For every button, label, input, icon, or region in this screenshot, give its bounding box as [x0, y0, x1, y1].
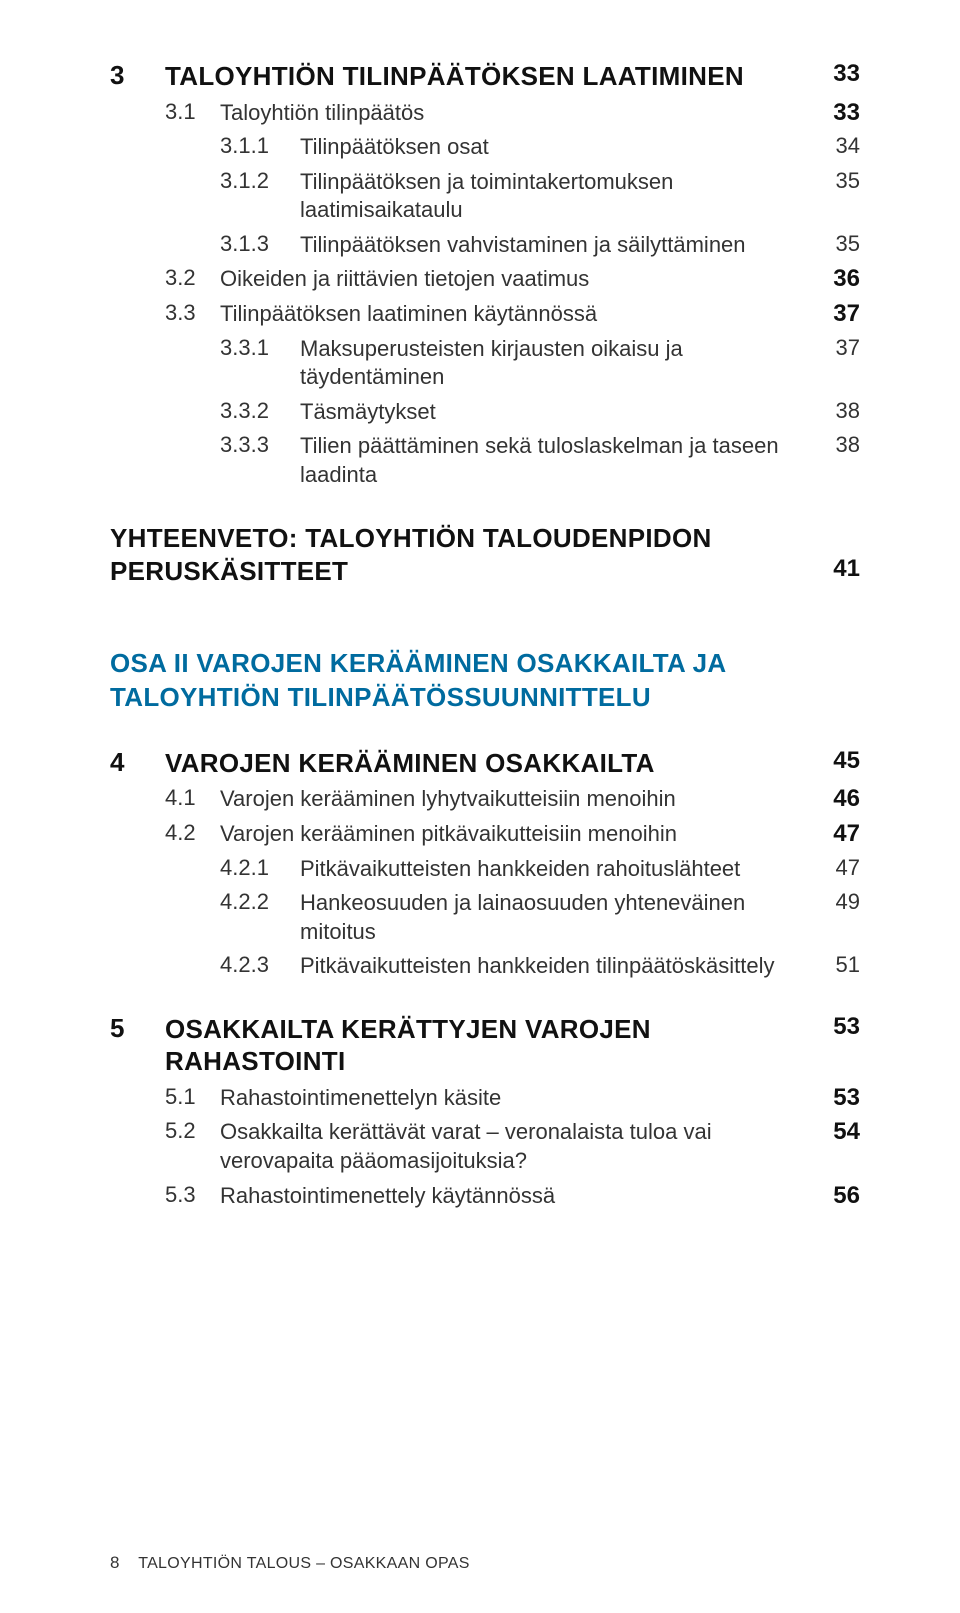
toc-sub-3-1-2: 3.1.2 Tilinpäätöksen ja toimintakertomuk…: [110, 168, 860, 225]
page-number: 45: [820, 747, 860, 775]
subsection-title: Tilinpäätöksen vahvistaminen ja säilyttä…: [300, 231, 746, 260]
chapter-title: VAROJEN KERÄÄMINEN OSAKKAILTA: [165, 747, 655, 780]
subsection-title: Pitkävaikutteisten hankkeiden tilinpäätö…: [300, 952, 775, 981]
toc-part-2-line2: TALOYHTIÖN TILINPÄÄTÖSSUUNNITTELU: [110, 681, 860, 715]
section-title: Varojen kerääminen pitkävaikutteisiin me…: [220, 820, 677, 849]
footer-page-number: 8: [110, 1553, 119, 1572]
toc-summary-line2: PERUSKÄSITTEET 41: [110, 555, 860, 589]
toc-sub-3-3-1: 3.3.1 Maksuperusteisten kirjausten oikai…: [110, 335, 860, 392]
part-title-line1: OSA II VAROJEN KERÄÄMINEN OSAKKAILTA JA: [110, 647, 726, 681]
chapter-number: 4: [110, 747, 165, 778]
toc-section-5-1: 5.1 Rahastointimenettelyn käsite 53: [110, 1084, 860, 1113]
subsection-title: Maksuperusteisten kirjausten oikaisu ja …: [300, 335, 800, 392]
subsection-number: 3.3.1: [220, 335, 300, 361]
toc-part-2: OSA II VAROJEN KERÄÄMINEN OSAKKAILTA JA: [110, 647, 860, 681]
section-title: Taloyhtiön tilinpäätös: [220, 99, 424, 128]
subsection-number: 3.1.2: [220, 168, 300, 194]
subsection-title: Hankeosuuden ja lainaosuuden yhteneväine…: [300, 889, 800, 946]
subsection-number: 4.2.1: [220, 855, 300, 881]
page-number: 46: [820, 785, 860, 813]
section-title: Tilinpäätöksen laatiminen käytännössä: [220, 300, 597, 329]
page-number: 56: [820, 1182, 860, 1210]
section-title: Rahastointimenettely käytännössä: [220, 1182, 555, 1211]
page-number: 35: [820, 231, 860, 257]
toc-summary: YHTEENVETO: TALOYHTIÖN TALOUDENPIDON: [110, 522, 860, 556]
page-number: 51: [820, 952, 860, 978]
page-number: 53: [820, 1084, 860, 1112]
section-title: Varojen kerääminen lyhytvaikutteisiin me…: [220, 785, 676, 814]
page-number: 37: [820, 335, 860, 361]
section-title: Rahastointimenettelyn käsite: [220, 1084, 501, 1113]
subsection-title: Pitkävaikutteisten hankkeiden rahoituslä…: [300, 855, 740, 884]
subsection-number: 3.3.2: [220, 398, 300, 424]
page-number: 38: [820, 432, 860, 458]
toc-sub-4-2-1: 4.2.1 Pitkävaikutteisten hankkeiden raho…: [110, 855, 860, 884]
subsection-number: 4.2.3: [220, 952, 300, 978]
page-number: 47: [820, 820, 860, 848]
subsection-number: 3.1.3: [220, 231, 300, 257]
page: 3 TALOYHTIÖN TILINPÄÄTÖKSEN LAATIMINEN 3…: [0, 0, 960, 1613]
page-number: 34: [820, 133, 860, 159]
chapter-number: 5: [110, 1013, 165, 1044]
toc-chapter-3: 3 TALOYHTIÖN TILINPÄÄTÖKSEN LAATIMINEN 3…: [110, 60, 860, 93]
toc-section-5-3: 5.3 Rahastointimenettely käytännössä 56: [110, 1182, 860, 1211]
toc-sub-3-3-3: 3.3.3 Tilien päättäminen sekä tuloslaske…: [110, 432, 860, 489]
toc-section-3-3: 3.3 Tilinpäätöksen laatiminen käytännöss…: [110, 300, 860, 329]
section-number: 4.1: [165, 785, 220, 811]
subsection-number: 3.1.1: [220, 133, 300, 159]
summary-title-line2: PERUSKÄSITTEET: [110, 555, 348, 589]
page-number: 36: [820, 265, 860, 293]
section-number: 5.2: [165, 1118, 220, 1144]
toc-section-3-1: 3.1 Taloyhtiön tilinpäätös 33: [110, 99, 860, 128]
page-number: 53: [820, 1013, 860, 1041]
toc-sub-3-1-1: 3.1.1 Tilinpäätöksen osat 34: [110, 133, 860, 162]
part-title-line2: TALOYHTIÖN TILINPÄÄTÖSSUUNNITTELU: [110, 681, 651, 715]
section-number: 3.2: [165, 265, 220, 291]
toc-sub-3-1-3: 3.1.3 Tilinpäätöksen vahvistaminen ja sä…: [110, 231, 860, 260]
toc-chapter-4: 4 VAROJEN KERÄÄMINEN OSAKKAILTA 45: [110, 747, 860, 780]
section-number: 3.1: [165, 99, 220, 125]
section-title: Oikeiden ja riittävien tietojen vaatimus: [220, 265, 589, 294]
section-number: 4.2: [165, 820, 220, 846]
subsection-title: Täsmäytykset: [300, 398, 436, 427]
page-number: 33: [820, 60, 860, 88]
toc-section-4-1: 4.1 Varojen kerääminen lyhytvaikutteisii…: [110, 785, 860, 814]
subsection-title: Tilinpäätöksen osat: [300, 133, 489, 162]
page-number: 49: [820, 889, 860, 915]
page-number: 35: [820, 168, 860, 194]
subsection-number: 3.3.3: [220, 432, 300, 458]
toc-section-5-2: 5.2 Osakkailta kerättävät varat – verona…: [110, 1118, 860, 1175]
chapter-title: OSAKKAILTA KERÄTTYJEN VAROJEN RAHASTOINT…: [165, 1013, 800, 1078]
section-title: Osakkailta kerättävät varat – veronalais…: [220, 1118, 800, 1175]
toc-sub-4-2-3: 4.2.3 Pitkävaikutteisten hankkeiden tili…: [110, 952, 860, 981]
chapter-title: TALOYHTIÖN TILINPÄÄTÖKSEN LAATIMINEN: [165, 60, 744, 93]
chapter-number: 3: [110, 60, 165, 91]
page-number: 38: [820, 398, 860, 424]
summary-title-line1: YHTEENVETO: TALOYHTIÖN TALOUDENPIDON: [110, 522, 712, 556]
subsection-number: 4.2.2: [220, 889, 300, 915]
page-number: 37: [820, 300, 860, 328]
section-number: 5.1: [165, 1084, 220, 1110]
toc-section-4-2: 4.2 Varojen kerääminen pitkävaikutteisii…: [110, 820, 860, 849]
footer-book-title: TALOYHTIÖN TALOUS – OSAKKAAN OPAS: [138, 1555, 469, 1572]
section-number: 5.3: [165, 1182, 220, 1208]
toc-section-3-2: 3.2 Oikeiden ja riittävien tietojen vaat…: [110, 265, 860, 294]
page-number: 41: [820, 555, 860, 583]
toc-chapter-5: 5 OSAKKAILTA KERÄTTYJEN VAROJEN RAHASTOI…: [110, 1013, 860, 1078]
toc-sub-4-2-2: 4.2.2 Hankeosuuden ja lainaosuuden yhten…: [110, 889, 860, 946]
page-number: 54: [820, 1118, 860, 1146]
subsection-title: Tilinpäätöksen ja toimintakertomuksen la…: [300, 168, 800, 225]
toc-sub-3-3-2: 3.3.2 Täsmäytykset 38: [110, 398, 860, 427]
page-number: 33: [820, 99, 860, 127]
page-number: 47: [820, 855, 860, 881]
section-number: 3.3: [165, 300, 220, 326]
subsection-title: Tilien päättäminen sekä tuloslaskelman j…: [300, 432, 800, 489]
page-footer: 8 TALOYHTIÖN TALOUS – OSAKKAAN OPAS: [110, 1553, 470, 1573]
